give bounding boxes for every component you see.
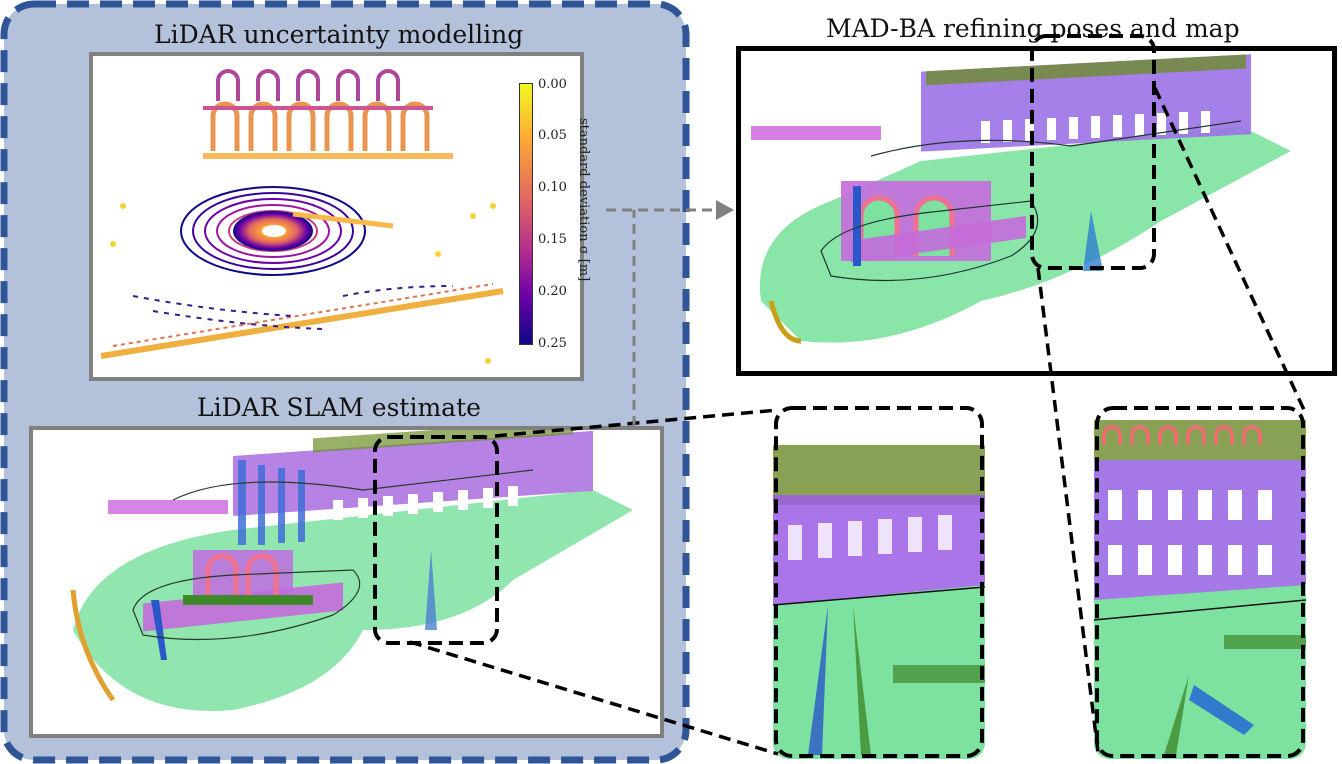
madba-zoom-panel [1094,405,1306,759]
colorbar [519,83,533,345]
slam-panel [29,426,664,738]
arch-structure-points [203,69,453,159]
colorbar-tick-0: 0.00 [538,77,567,92]
slam-zoom-frame [774,406,984,758]
pipeline-arrow-head [716,200,734,220]
colorbar-tick-2: 0.10 [538,180,567,195]
colorbar-tick-1: 0.05 [538,128,567,143]
slam-zoom-plot [773,445,985,759]
colorbar-axis-label: standard deviation σ [m] [576,118,591,282]
colorbar-tick-3: 0.15 [538,232,567,247]
uncertainty-panel [89,52,584,381]
madba-zoom-plot [1094,420,1306,759]
colorbar-tick-5: 0.25 [538,336,567,351]
slam-title: LiDAR SLAM estimate [197,393,481,422]
slam-map-plot [70,430,633,711]
slam-zoom-panel [773,405,985,759]
colorbar-tick-4: 0.20 [538,284,567,299]
uncertainty-title: LiDAR uncertainty modelling [154,20,524,49]
madba-zoom-region [1030,34,1156,270]
uncertainty-scan-plot [100,69,504,364]
slam-zoom-region [373,435,499,645]
madba-title: MAD-BA refining poses and map [826,14,1240,43]
wall-line-points [100,288,504,359]
madba-zoom-frame [1095,406,1305,758]
